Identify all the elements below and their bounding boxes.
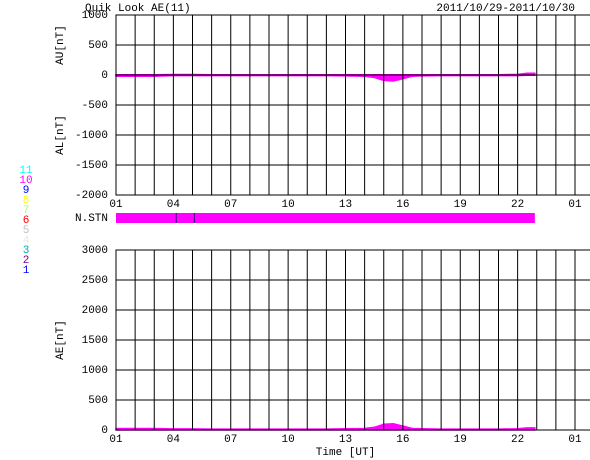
legend-entry: 1 (23, 265, 30, 277)
legend-entry: 5 (23, 225, 30, 237)
legend-entry: 7 (23, 205, 30, 217)
y-tick-label: 500 (88, 395, 108, 407)
legend-entry: 9 (23, 185, 30, 197)
x-tick-label: 04 (167, 434, 181, 446)
y-tick-label: 1000 (82, 10, 108, 22)
x-tick-label: 10 (282, 199, 295, 211)
title: Quik Look AE(11) (85, 3, 191, 15)
x-tick-label: 07 (224, 199, 237, 211)
legend-entry: 6 (23, 215, 30, 227)
y-tick-label: 3000 (82, 245, 108, 257)
x-tick-label: 22 (511, 199, 524, 211)
x-tick-label: 13 (339, 199, 352, 211)
y-axis-label: AE[nT] (55, 320, 67, 360)
area (115, 74, 536, 82)
y-tick-label: 500 (88, 40, 108, 52)
y-tick-label: -1000 (75, 130, 108, 142)
x-tick-label: 01 (568, 434, 582, 446)
x-tick-label: 19 (454, 434, 467, 446)
plot-frame (115, 249, 576, 431)
y-axis-label: AL[nT] (55, 115, 67, 155)
x-tick-label: 16 (396, 434, 409, 446)
y-tick-label: 2500 (82, 275, 108, 287)
station-label: N.STN (75, 213, 108, 225)
y-tick-label: -500 (82, 100, 108, 112)
y-tick-label: 2000 (82, 305, 108, 317)
x-tick-label: 01 (109, 434, 123, 446)
y-tick-label: 0 (101, 425, 108, 437)
y-tick-label: 1000 (82, 365, 108, 377)
x-tick-label: 07 (224, 434, 237, 446)
legend-entry: 8 (23, 195, 30, 207)
x-tick-label: 10 (282, 434, 295, 446)
x-tick-label: 16 (396, 199, 409, 211)
legend-entry: 10 (19, 175, 32, 187)
y-tick-label: -1500 (75, 160, 108, 172)
y-tick-label: -2000 (75, 190, 108, 202)
x-tick-label: 01 (109, 199, 123, 211)
x-tick-label: 04 (167, 199, 181, 211)
x-axis-label: Time [UT] (316, 447, 375, 459)
legend-entry: 2 (23, 255, 30, 267)
plot-frame (115, 14, 576, 196)
x-tick-label: 19 (454, 199, 467, 211)
x-tick-label: 01 (568, 199, 582, 211)
date-range: 2011/10/29-2011/10/30 (436, 3, 575, 15)
y-tick-label: 0 (101, 70, 108, 82)
area (115, 422, 536, 431)
legend-entry: 11 (19, 165, 33, 177)
legend-entry: 3 (23, 245, 30, 257)
station-bar (116, 213, 535, 223)
x-tick-label: 22 (511, 434, 524, 446)
y-axis-label: AU[nT] (55, 25, 67, 65)
legend-entry: 4 (23, 235, 30, 247)
y-tick-label: 1500 (82, 335, 108, 347)
x-tick-label: 13 (339, 434, 352, 446)
